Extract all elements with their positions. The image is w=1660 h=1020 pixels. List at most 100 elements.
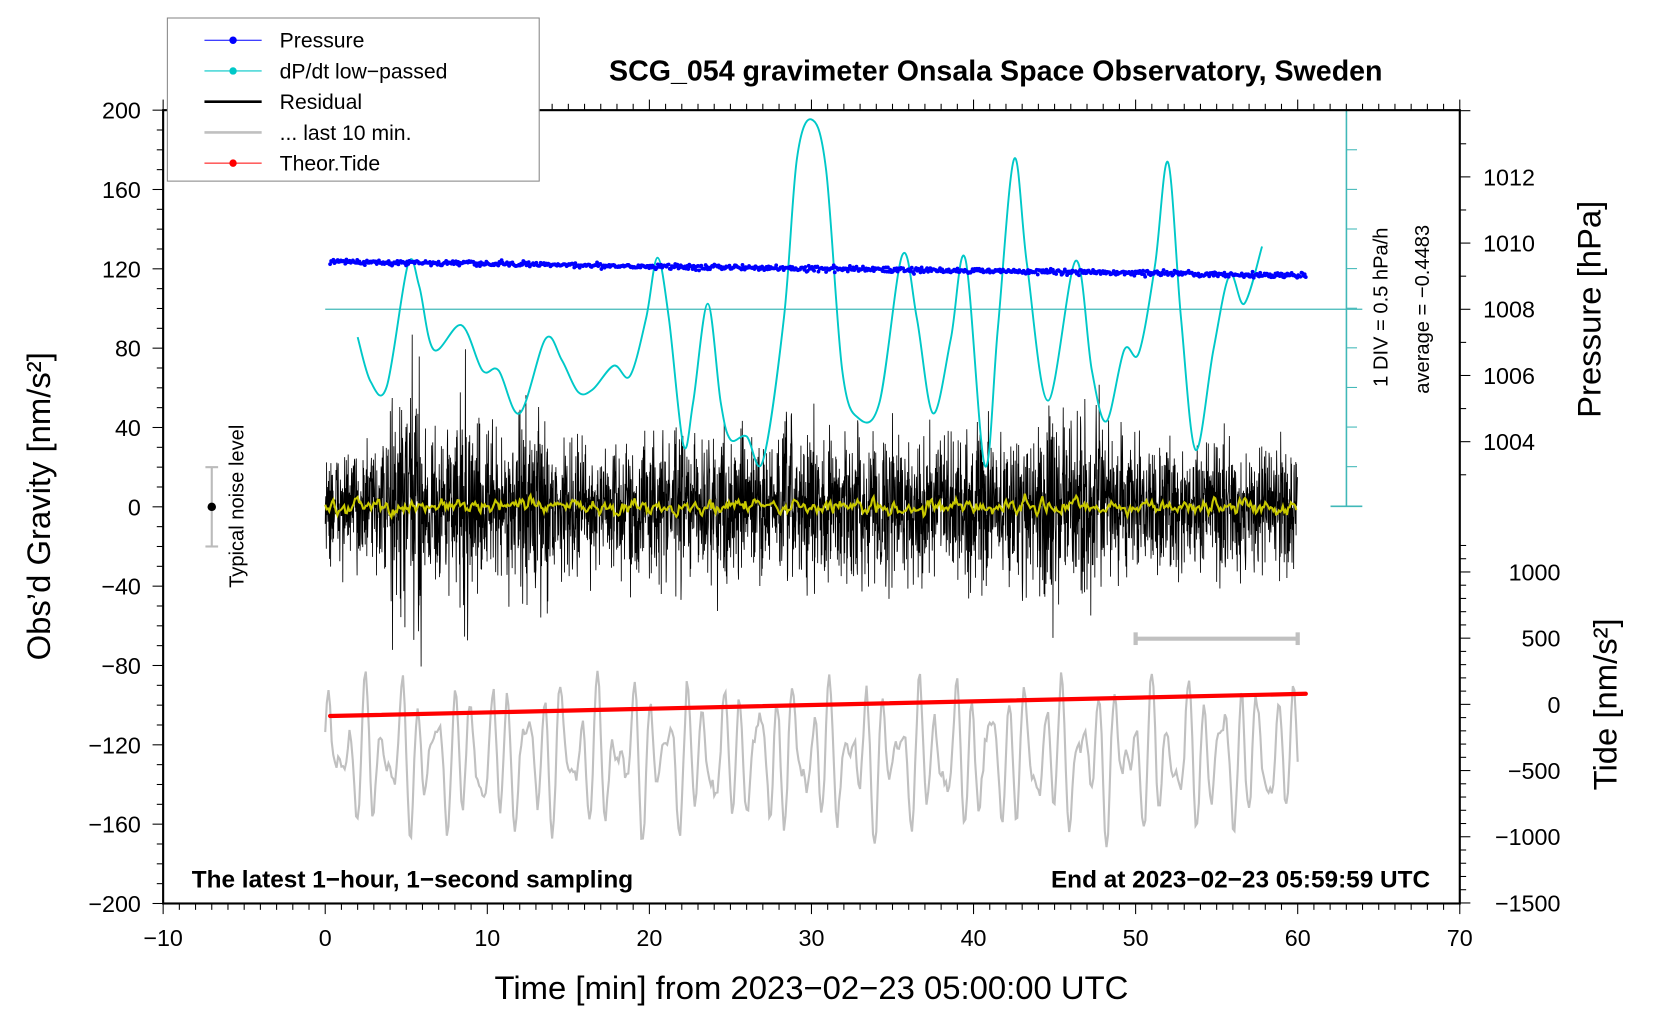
tide-tick-label: −500 — [1508, 758, 1561, 784]
pressure-point — [774, 263, 779, 268]
axis-ticks: −10 0 10 20 30 40 50 60 70 200 160 120 80 40 0 −40 −80 −1… — [88, 98, 1560, 951]
y-tick-label: −200 — [88, 891, 141, 917]
x-tick-label: 50 — [1123, 925, 1149, 951]
pressure-point — [901, 266, 906, 271]
noise-bar-dot — [207, 502, 217, 512]
y-axis-title-left: Obs’d Gravity [nm/s²] — [20, 352, 57, 660]
x-tick-label: 30 — [798, 925, 824, 951]
pressure-point — [1143, 274, 1148, 279]
series-layer — [205, 109, 1363, 848]
x-tick-label: 10 — [474, 925, 500, 951]
x-tick-label: 60 — [1285, 925, 1311, 951]
chart-title: SCG_054 gravimeter Onsala Space Observat… — [609, 56, 1383, 88]
pressure-point — [1258, 270, 1263, 275]
legend-label: Theor.Tide — [280, 153, 380, 176]
pressure-point — [955, 266, 960, 271]
pressure-point — [362, 263, 367, 268]
pressure-point — [1050, 267, 1055, 272]
x-tick-label: 0 — [319, 925, 332, 951]
pressure-point — [1250, 269, 1255, 274]
pressure-point — [526, 260, 531, 265]
average-label: average = −0.4483 — [1412, 225, 1434, 394]
pressure-point — [1280, 271, 1284, 276]
pressure-point — [1249, 273, 1254, 277]
pressure-point — [727, 263, 732, 268]
y-tick-label: 40 — [115, 415, 141, 441]
pressure-point — [803, 265, 808, 269]
pressure-point — [666, 262, 671, 267]
legend-label: ... last 10 min. — [280, 122, 412, 145]
x-tick-label: 70 — [1447, 925, 1473, 951]
tide-tick-label: 500 — [1522, 626, 1561, 652]
pressure-point — [1054, 272, 1059, 276]
annotation-bottom-right: End at 2023−02−23 05:59:59 UTC — [1051, 867, 1430, 894]
smoothed-residual-series — [324, 492, 1298, 521]
pressure-point — [693, 268, 698, 272]
dpdt-series — [356, 118, 1263, 468]
pressure-point — [328, 262, 333, 267]
y-tick-label: 120 — [102, 256, 141, 282]
pressure-point — [1298, 274, 1303, 279]
tide-tick-label: 1000 — [1509, 559, 1561, 585]
pressure-point — [396, 262, 401, 267]
tide-tick-label: −1000 — [1495, 824, 1560, 850]
pressure-point — [1077, 273, 1081, 278]
pressure-point — [573, 261, 578, 266]
pressure-point — [675, 262, 680, 267]
pressure-point — [1171, 272, 1176, 277]
annotation-bottom-left: The latest 1−hour, 1−second sampling — [192, 867, 633, 894]
legend-label: Residual — [280, 91, 362, 114]
pressure-point — [699, 263, 704, 268]
y-axis-title-tide: Tide [nm/s²] — [1587, 618, 1624, 790]
pressure-point — [1196, 271, 1201, 276]
legend-marker — [229, 67, 237, 75]
pressure-point — [816, 269, 821, 274]
pressure-point — [1035, 272, 1040, 277]
y-tick-label: −120 — [88, 732, 141, 758]
pressure-point — [686, 267, 691, 271]
pressure-tick-label: 1010 — [1483, 231, 1535, 257]
legend-marker — [229, 36, 237, 44]
y-axis-title-pressure: Pressure [hPa] — [1571, 201, 1608, 418]
pressure-point — [812, 268, 817, 273]
pressure-tick-label: 1012 — [1483, 164, 1535, 190]
pressure-point — [1161, 268, 1166, 272]
tide-tick-label: 0 — [1547, 692, 1560, 718]
pressure-point — [845, 269, 850, 274]
y-tick-label: −80 — [101, 653, 141, 679]
x-tick-label: 20 — [636, 925, 662, 951]
pressure-tick-label: 1008 — [1483, 297, 1535, 323]
pressure-tick-label: 1006 — [1483, 363, 1535, 389]
legend-marker — [229, 159, 237, 167]
noise-label: Typical noise level — [227, 425, 249, 588]
pressure-point — [697, 268, 701, 273]
pressure-point — [830, 266, 835, 271]
pressure-point — [832, 270, 837, 275]
pressure-point — [848, 263, 852, 268]
residual-series — [324, 334, 1298, 667]
pressure-series — [328, 257, 1308, 280]
y-tick-label: 0 — [128, 494, 141, 520]
pressure-point — [1211, 273, 1216, 278]
y-tick-label: 200 — [102, 98, 141, 124]
x-tick-label: 40 — [961, 925, 987, 951]
div-label: 1 DIV = 0.5 hPa/h — [1371, 228, 1393, 387]
pressure-point — [909, 265, 914, 270]
legend-box — [166, 17, 540, 182]
x-tick-label: −10 — [143, 925, 183, 951]
pressure-tick-label: 1004 — [1483, 429, 1535, 455]
pressure-point — [598, 261, 603, 266]
y-tick-label: −40 — [101, 574, 141, 600]
y-tick-label: 160 — [102, 177, 141, 203]
legend-label: dP/dt low−passed — [280, 60, 448, 83]
tide-series — [327, 691, 1308, 719]
pressure-point — [1132, 273, 1137, 278]
legend-label: Pressure — [280, 30, 365, 53]
y-tick-label: −160 — [88, 812, 141, 838]
x-axis-title: Time [min] from 2023−02−23 05:00:00 UTC — [495, 969, 1129, 1006]
pressure-point — [1141, 268, 1145, 273]
pressure-point — [912, 272, 916, 276]
pressure-point — [919, 265, 924, 270]
pressure-point — [1302, 272, 1307, 277]
